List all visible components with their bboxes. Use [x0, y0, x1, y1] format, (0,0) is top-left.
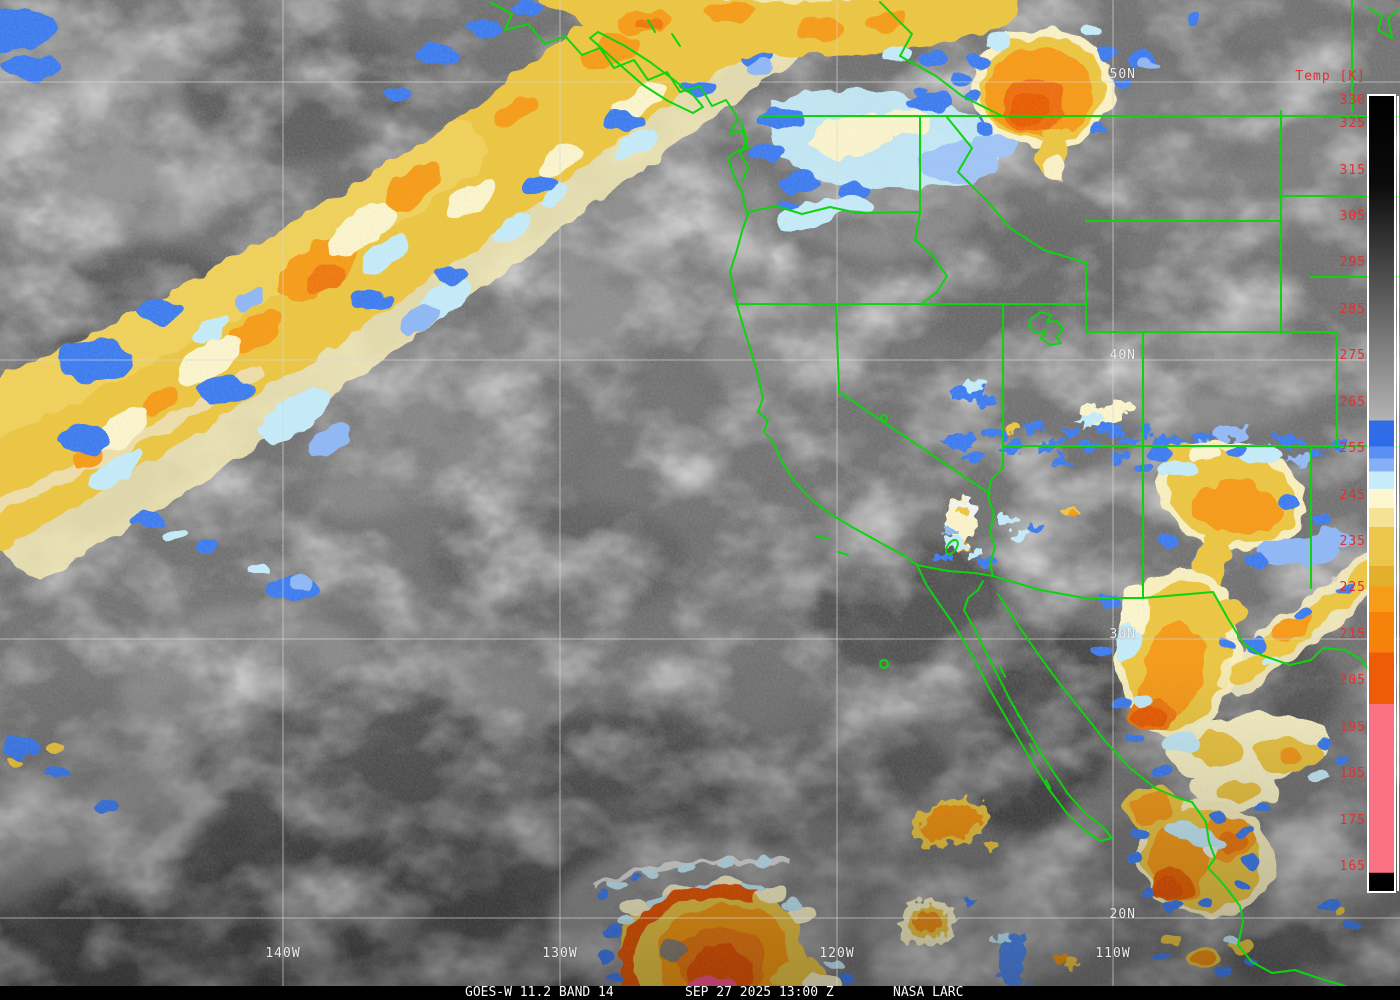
colorado-river-border: [987, 467, 1004, 577]
gulf-islands: [999, 665, 1051, 789]
or-id-border: [914, 211, 948, 305]
baja-california-outline: [916, 564, 1113, 842]
caption-bar: GOES-W 11.2 BAND 14 SEP 27 2025 13:00 Z …: [0, 986, 1400, 1000]
bc-alberta-border: [879, 1, 1003, 117]
colorbar-tick-325: 325: [1339, 116, 1366, 132]
mexico-mainland-coast: [997, 593, 1347, 986]
colorbar-outer-line: [1397, 96, 1399, 891]
guadalupe-island: [879, 659, 889, 669]
wa-or-border: [748, 205, 921, 215]
salton-sea: [945, 538, 959, 556]
colorbar-tick-255: 255: [1339, 441, 1366, 457]
caption-credit: NASA LARC: [893, 985, 964, 1000]
colorbar-tick-315: 315: [1339, 162, 1366, 178]
colorbar-tick-330: 330: [1339, 93, 1366, 108]
colorbar-gradient: [1369, 96, 1394, 891]
ca-nv-border: [835, 303, 991, 495]
colorbar-tick-225: 225: [1339, 580, 1366, 596]
colorbar-tick-175: 175: [1339, 812, 1366, 828]
bc-inlets: [647, 19, 681, 47]
colorbar-tick-275: 275: [1339, 348, 1366, 364]
colorbar-tick-295: 295: [1339, 255, 1366, 271]
lake-tahoe: [880, 414, 888, 422]
colorbar-tick-185: 185: [1339, 766, 1366, 782]
canada-corner-lakes: [1367, 7, 1399, 39]
id-mt-border: [945, 115, 1087, 264]
south-shading: [0, 660, 1400, 986]
colorbar-tick-205: 205: [1339, 673, 1366, 689]
colorbar-title: Temp [K]: [1295, 69, 1366, 84]
colorbar-tick-165: 165: [1339, 858, 1366, 874]
caption-satellite-band: GOES-W 11.2 BAND 14: [465, 985, 614, 1000]
colorbar-tick-235: 235: [1339, 534, 1366, 550]
colorbar-tick-195: 195: [1339, 719, 1366, 735]
great-salt-lake: [1028, 311, 1064, 346]
colorbar-tick-305: 305: [1339, 209, 1366, 225]
pacific-coastline: [489, 1, 918, 566]
colorbar-tick-265: 265: [1339, 394, 1366, 410]
puget-sound: [739, 121, 749, 181]
us-mexico-border: [916, 564, 1391, 701]
colorbar-tick-215: 215: [1339, 626, 1366, 642]
colorbar-tick-285: 285: [1339, 301, 1366, 317]
vancouver-island: [589, 31, 704, 114]
colorbar-tick-245: 245: [1339, 487, 1366, 503]
channel-islands: [815, 535, 849, 556]
caption-timestamp: SEP 27 2025 13:00 Z: [685, 985, 834, 1000]
